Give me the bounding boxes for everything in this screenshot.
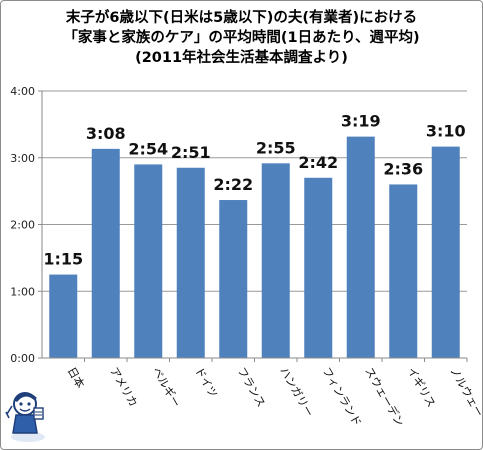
- y-tick-label: 4:00: [10, 85, 35, 98]
- chart-title: 末子が6歳以下(日米は5歳以下)の夫(有業者)における 「家事と家族のケア」の平…: [0, 8, 483, 68]
- mascot-logo-icon: [5, 392, 45, 442]
- data-label: 2:54: [128, 139, 168, 158]
- data-label: 3:19: [341, 112, 381, 131]
- y-tick-label: 0:00: [10, 352, 35, 365]
- x-tick-label: アメリカ: [107, 365, 140, 409]
- x-tick-label: 日本: [65, 365, 88, 391]
- y-tick-label: 3:00: [10, 152, 35, 165]
- bar: [49, 274, 78, 358]
- title-line-3: (2011年社会生活基本調査より): [135, 50, 348, 66]
- title-line-2: 「家事と家族のケア」の平均時間(1日あたり、週平均): [63, 30, 420, 46]
- data-label: 2:42: [298, 153, 338, 172]
- bar: [261, 163, 290, 358]
- title-line-1: 末子が6歳以下(日米は5歳以下)の夫(有業者)における: [65, 10, 418, 26]
- x-tick-label: スウェーデン: [362, 365, 407, 429]
- data-label: 3:10: [426, 122, 466, 141]
- bar: [431, 146, 460, 358]
- bar: [176, 167, 205, 358]
- data-label: 2:22: [213, 175, 253, 194]
- axes: 0:00 1:00 2:00 3:00 4:00: [10, 85, 468, 365]
- x-tick-label: ハンガリー: [277, 365, 316, 419]
- bars: [49, 136, 460, 358]
- x-tick-label: ベルギー: [150, 365, 183, 410]
- data-label: 2:36: [383, 159, 423, 178]
- bar: [346, 136, 375, 358]
- bar: [91, 148, 120, 358]
- bar: [219, 200, 248, 358]
- bar: [134, 164, 163, 358]
- x-tick-label: ノルウェー: [447, 365, 483, 419]
- data-label: 2:55: [256, 138, 296, 157]
- x-tick-label: イギリス: [405, 365, 438, 410]
- data-label: 3:08: [86, 124, 126, 143]
- data-label: 2:51: [171, 143, 211, 162]
- y-tick-label: 2:00: [10, 219, 35, 232]
- data-label: 1:15: [43, 250, 83, 269]
- x-tick-label: フィンランド: [320, 365, 364, 428]
- y-tick-label: 1:00: [10, 285, 35, 298]
- bar: [389, 184, 418, 358]
- bar: [304, 177, 333, 358]
- x-tick-label: フランス: [235, 365, 268, 409]
- x-tick-label: ドイツ: [192, 365, 220, 400]
